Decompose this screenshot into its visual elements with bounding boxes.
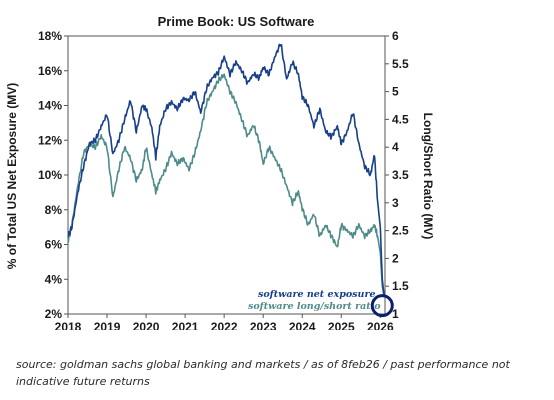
y-tick-label: 8% (45, 203, 63, 217)
x-tick-label: 2022 (211, 320, 238, 330)
series-line-long-short-ratio (67, 73, 385, 298)
legend-item-net-exposure: software net exposure (258, 289, 376, 300)
y2-tick-label: 2 (392, 251, 399, 265)
plot-area (67, 35, 386, 315)
y2-tick-label: 4 (392, 140, 399, 154)
plot-border (67, 35, 386, 315)
x-tick-label: 2025 (328, 320, 355, 330)
x-tick-label: 2018 (55, 320, 82, 330)
x-axis: 2018 2019 2020 2021 2022 2023 2024 2025 2026 (55, 314, 394, 330)
y-tick-label: 12% (38, 133, 62, 147)
y-tick-label: 14% (38, 99, 62, 113)
y-tick-label: 6% (45, 238, 63, 252)
x-tick-label: 2026 (367, 320, 394, 330)
y2-tick-label: 6 (392, 29, 399, 43)
y-tick-label: 2% (45, 307, 63, 321)
x-tick-label: 2020 (133, 320, 160, 330)
y-tick-label: 16% (38, 64, 62, 78)
y2-axis-title: Long/Short Ratio (MV) (421, 113, 435, 240)
y-tick-label: 10% (38, 168, 62, 182)
y-tick-label: 4% (45, 272, 63, 286)
legend: software net exposure software long/shor… (248, 289, 381, 312)
y-axis-title: % of Total US Net Exposure (MV) (5, 83, 19, 269)
y2-tick-label: 3 (392, 196, 399, 210)
highlight-circle (370, 294, 394, 318)
highlight-marker (370, 294, 394, 318)
y-tick-label: 18% (38, 29, 62, 43)
chart: Prime Book: US Software 2018 2019 2020 2021… (5, 14, 435, 330)
x-tick-label: 2023 (250, 320, 277, 330)
x-tick-label: 2021 (172, 320, 199, 330)
y2-tick-label: 4.5 (392, 112, 409, 126)
y-axis-left: 2% 4% 6% 8% 10% 12% 14% 16% 18% (38, 29, 68, 321)
series-line-net-exposure (67, 43, 385, 297)
chart-title: Prime Book: US Software (158, 14, 315, 29)
y2-tick-label: 2.5 (392, 224, 409, 238)
y2-tick-label: 5.5 (392, 57, 409, 71)
source-caption: source: goldman sachs global banking and… (16, 358, 510, 388)
x-tick-label: 2019 (94, 320, 121, 330)
y2-tick-label: 3.5 (392, 168, 409, 182)
y2-tick-label: 5 (392, 85, 399, 99)
x-tick-label: 2024 (289, 320, 316, 330)
y-axis-right: 1 1.5 2 2.5 3 3.5 4 4.5 5 5.5 6 (385, 29, 409, 321)
y2-tick-label: 1.5 (392, 279, 409, 293)
y2-tick-label: 1 (392, 307, 399, 321)
legend-item-long-short-ratio: software long/short ratio (248, 301, 381, 312)
series-layer (67, 43, 385, 298)
